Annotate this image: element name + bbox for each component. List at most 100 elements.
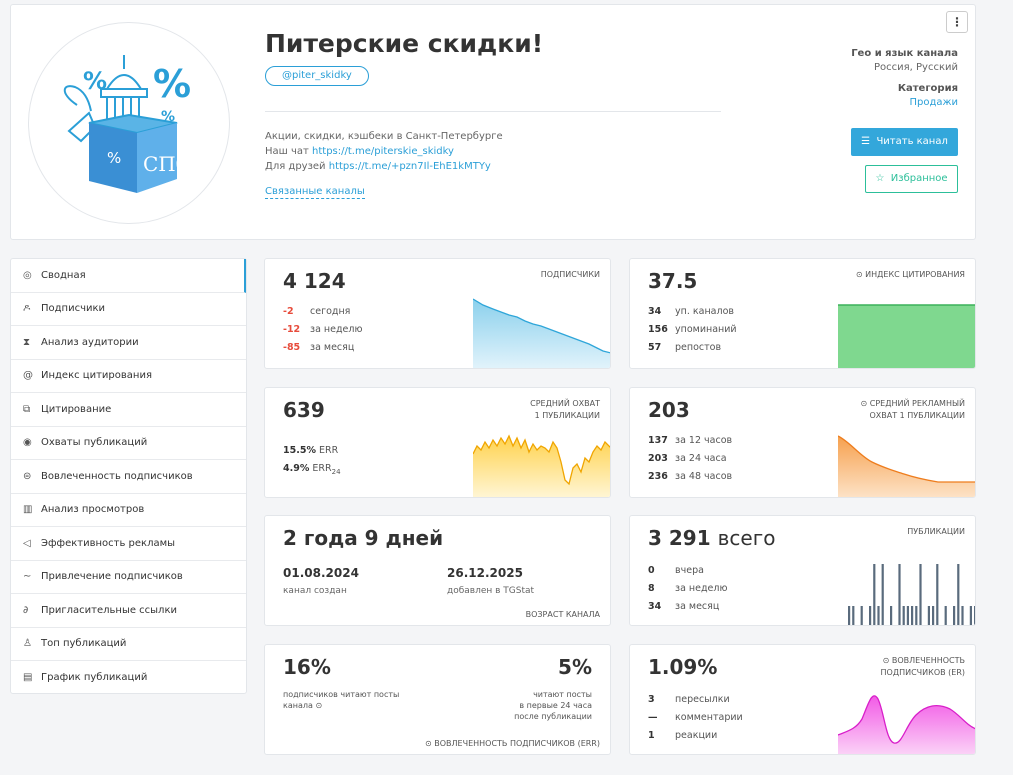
svg-text:СПб: СПб xyxy=(143,152,188,176)
ad-reach-card[interactable]: 203 ⊙ СРЕДНИЙ РЕКЛАМНЫЙ ОХВАТ 1 ПУБЛИКАЦИ… xyxy=(629,387,976,498)
read-channel-button[interactable]: ☰ Читать канал xyxy=(851,128,958,156)
channel-age-label: ВОЗРАСТ КАНАЛА xyxy=(525,610,600,619)
sidebar-item[interactable]: @ Индекс цитирования xyxy=(11,360,246,393)
help-icon: ⊙ xyxy=(855,270,863,279)
channel-description: Акции, скидки, кэшбеки в Санкт-Петербург… xyxy=(265,129,503,174)
er-label: ⊙ ВОВЛЕЧЕННОСТЬ ПОДПИСЧИКОВ (ER) xyxy=(881,655,965,679)
stat-text: за неделю xyxy=(310,324,363,335)
friends-label: Для друзей xyxy=(265,161,326,172)
category-link[interactable]: Продажи xyxy=(909,97,958,108)
posts-count: 3 291 всего xyxy=(648,526,775,550)
subscribers-changes: -2 сегодня -12 за неделю -85 за месяц xyxy=(283,303,362,357)
subscribers-label: ПОДПИСЧИКИ xyxy=(540,270,600,279)
posts-bar xyxy=(932,606,935,625)
ad-reach-value: 203 xyxy=(648,398,690,422)
stat-row: 34 за месяц xyxy=(648,598,727,616)
citation-label-text: ИНДЕКС ЦИТИРОВАНИЯ xyxy=(865,270,965,279)
avg-reach-label: СРЕДНИЙ ОХВАТ 1 ПУБЛИКАЦИИ xyxy=(530,398,600,422)
stat-text: за месяц xyxy=(310,342,355,353)
megaphone-icon: ◁ xyxy=(23,537,31,549)
posts-bar xyxy=(936,564,939,625)
posts-bar xyxy=(873,564,876,625)
sidebar-item[interactable]: ዶ Подписчики xyxy=(11,293,246,326)
err-right-line1: читают посты xyxy=(533,690,592,699)
err-right-value: 5% xyxy=(558,655,592,679)
avg-reach-card[interactable]: 639 СРЕДНИЙ ОХВАТ 1 ПУБЛИКАЦИИ 15.5% ERR 4… xyxy=(264,387,611,498)
stat-row: 15.5% ERR xyxy=(283,442,341,460)
posts-bar xyxy=(911,606,914,625)
err-right-line2: в первые 24 часа xyxy=(519,701,592,710)
err-left-line1: подписчиков читают посты xyxy=(283,690,400,699)
bar-chart-icon: ▥ xyxy=(23,504,33,516)
stat-text: ERR xyxy=(312,463,332,474)
err-stats: 15.5% ERR 4.9% ERR24 xyxy=(283,442,341,481)
sidebar-item[interactable]: ⊜ Вовлеченность подписчиков xyxy=(11,460,246,494)
sidebar-item[interactable]: ◁ Эффективность рекламы xyxy=(11,527,246,561)
posts-bar xyxy=(902,606,905,625)
err-label-text: ВОВЛЕЧЕННОСТЬ ПОДПИСЧИКОВ (ERR) xyxy=(434,739,600,748)
stat-row: 203 за 24 часа xyxy=(648,450,732,468)
posts-bar xyxy=(898,564,901,625)
read-channel-label: Читать канал xyxy=(876,136,948,147)
users-icon: ዶ xyxy=(23,303,31,315)
svg-text:%: % xyxy=(83,67,107,95)
favorite-button[interactable]: ☆ Избранное xyxy=(865,165,958,193)
kebab-icon: ⋮ xyxy=(951,15,963,29)
friends-link[interactable]: https://t.me/+pzn7Il-EhE1kMTYy xyxy=(328,161,491,172)
citation-index-card[interactable]: 37.5 ⊙ ИНДЕКС ЦИТИРОВАНИЯ 34 уп. каналов… xyxy=(629,258,976,369)
stat-text: за 24 часа xyxy=(675,453,727,464)
err-left-text: подписчиков читают посты канала ⊙ xyxy=(283,689,399,711)
err-left-line2: канала xyxy=(283,701,313,710)
channel-handle-badge[interactable]: @piter_skidky xyxy=(265,66,369,86)
calendar-icon: ▤ xyxy=(23,672,33,684)
err-left-value: 16% xyxy=(283,655,331,679)
sidebar-item[interactable]: ♙ Топ публикаций xyxy=(11,628,246,661)
er-card[interactable]: 1.09% ⊙ ВОВЛЕЧЕННОСТЬ ПОДПИСЧИКОВ (ER) 3 … xyxy=(629,644,976,755)
posts-bar xyxy=(906,606,909,625)
stat-text: сегодня xyxy=(310,306,351,317)
avg-reach-value: 639 xyxy=(283,398,325,422)
stat-number: 34 xyxy=(648,306,662,317)
thumbs-up-icon: ♙ xyxy=(23,638,32,650)
sidebar-item[interactable]: ◉ Охваты публикаций xyxy=(11,427,246,460)
stat-row: 0 вчера xyxy=(648,562,727,580)
stat-number: 1 xyxy=(648,730,655,741)
sidebar-item[interactable]: ▥ Анализ просмотров xyxy=(11,494,246,527)
chat-link[interactable]: https://t.me/piterskie_skidky xyxy=(312,146,454,157)
sidebar-item[interactable]: ∼ Привлечение подписчиков xyxy=(11,561,246,594)
engagement-icon: ⊜ xyxy=(23,470,32,482)
subscribers-card[interactable]: 4 124 ПОДПИСЧИКИ -2 сегодня -12 за неделю… xyxy=(264,258,611,369)
channel-avatar: % СПб % % % xyxy=(28,22,230,224)
stat-number: 156 xyxy=(648,324,668,335)
sidebar-item-label: Эффективность рекламы xyxy=(41,537,176,549)
sidebar-item[interactable]: ⧗ Анализ аудитории xyxy=(11,326,246,360)
posts-bar xyxy=(961,606,964,625)
sidebar-item[interactable]: ⧉ Цитирование xyxy=(11,393,246,427)
sidebar-item[interactable]: ◎ Сводная xyxy=(11,259,246,293)
more-menu-button[interactable]: ⋮ xyxy=(946,11,968,33)
svg-text:%: % xyxy=(161,109,175,125)
citation-index-label: ⊙ ИНДЕКС ЦИТИРОВАНИЯ xyxy=(856,269,965,281)
avg-reach-label-2: 1 ПУБЛИКАЦИИ xyxy=(534,411,600,420)
channel-age-card[interactable]: 2 года 9 дней 01.08.2024 канал создан 26… xyxy=(264,515,611,626)
stat-text: за 12 часов xyxy=(675,435,733,446)
err-card[interactable]: 16% 5% подписчиков читают посты канала ⊙… xyxy=(264,644,611,755)
er-value: 1.09% xyxy=(648,655,718,679)
stat-row: -2 сегодня xyxy=(283,303,362,321)
related-channels-link[interactable]: Связанные каналы xyxy=(265,186,365,199)
list-icon: ☰ xyxy=(861,136,871,147)
geo-label: Гео и язык канала xyxy=(851,48,958,59)
chat-label: Наш чат xyxy=(265,146,309,157)
ad-reach-label: ⊙ СРЕДНИЙ РЕКЛАМНЫЙ ОХВАТ 1 ПУБЛИКАЦИИ xyxy=(861,398,966,422)
stat-row: 156 упоминаний xyxy=(648,321,737,339)
geo-value: Россия, Русский xyxy=(874,62,958,73)
at-icon: @ xyxy=(23,370,33,382)
posts-card[interactable]: 3 291 всего ПУБЛИКАЦИИ 0 вчера 8 за недел… xyxy=(629,515,976,626)
stat-row: 8 за неделю xyxy=(648,580,727,598)
stat-row: 34 уп. каналов xyxy=(648,303,737,321)
stat-number: -2 xyxy=(283,306,294,317)
sidebar-item[interactable]: ∂ Пригласительные ссылки xyxy=(11,594,246,628)
divider xyxy=(265,111,721,112)
posts-bar xyxy=(852,606,855,625)
sidebar-item[interactable]: ▤ График публикаций xyxy=(11,661,246,695)
